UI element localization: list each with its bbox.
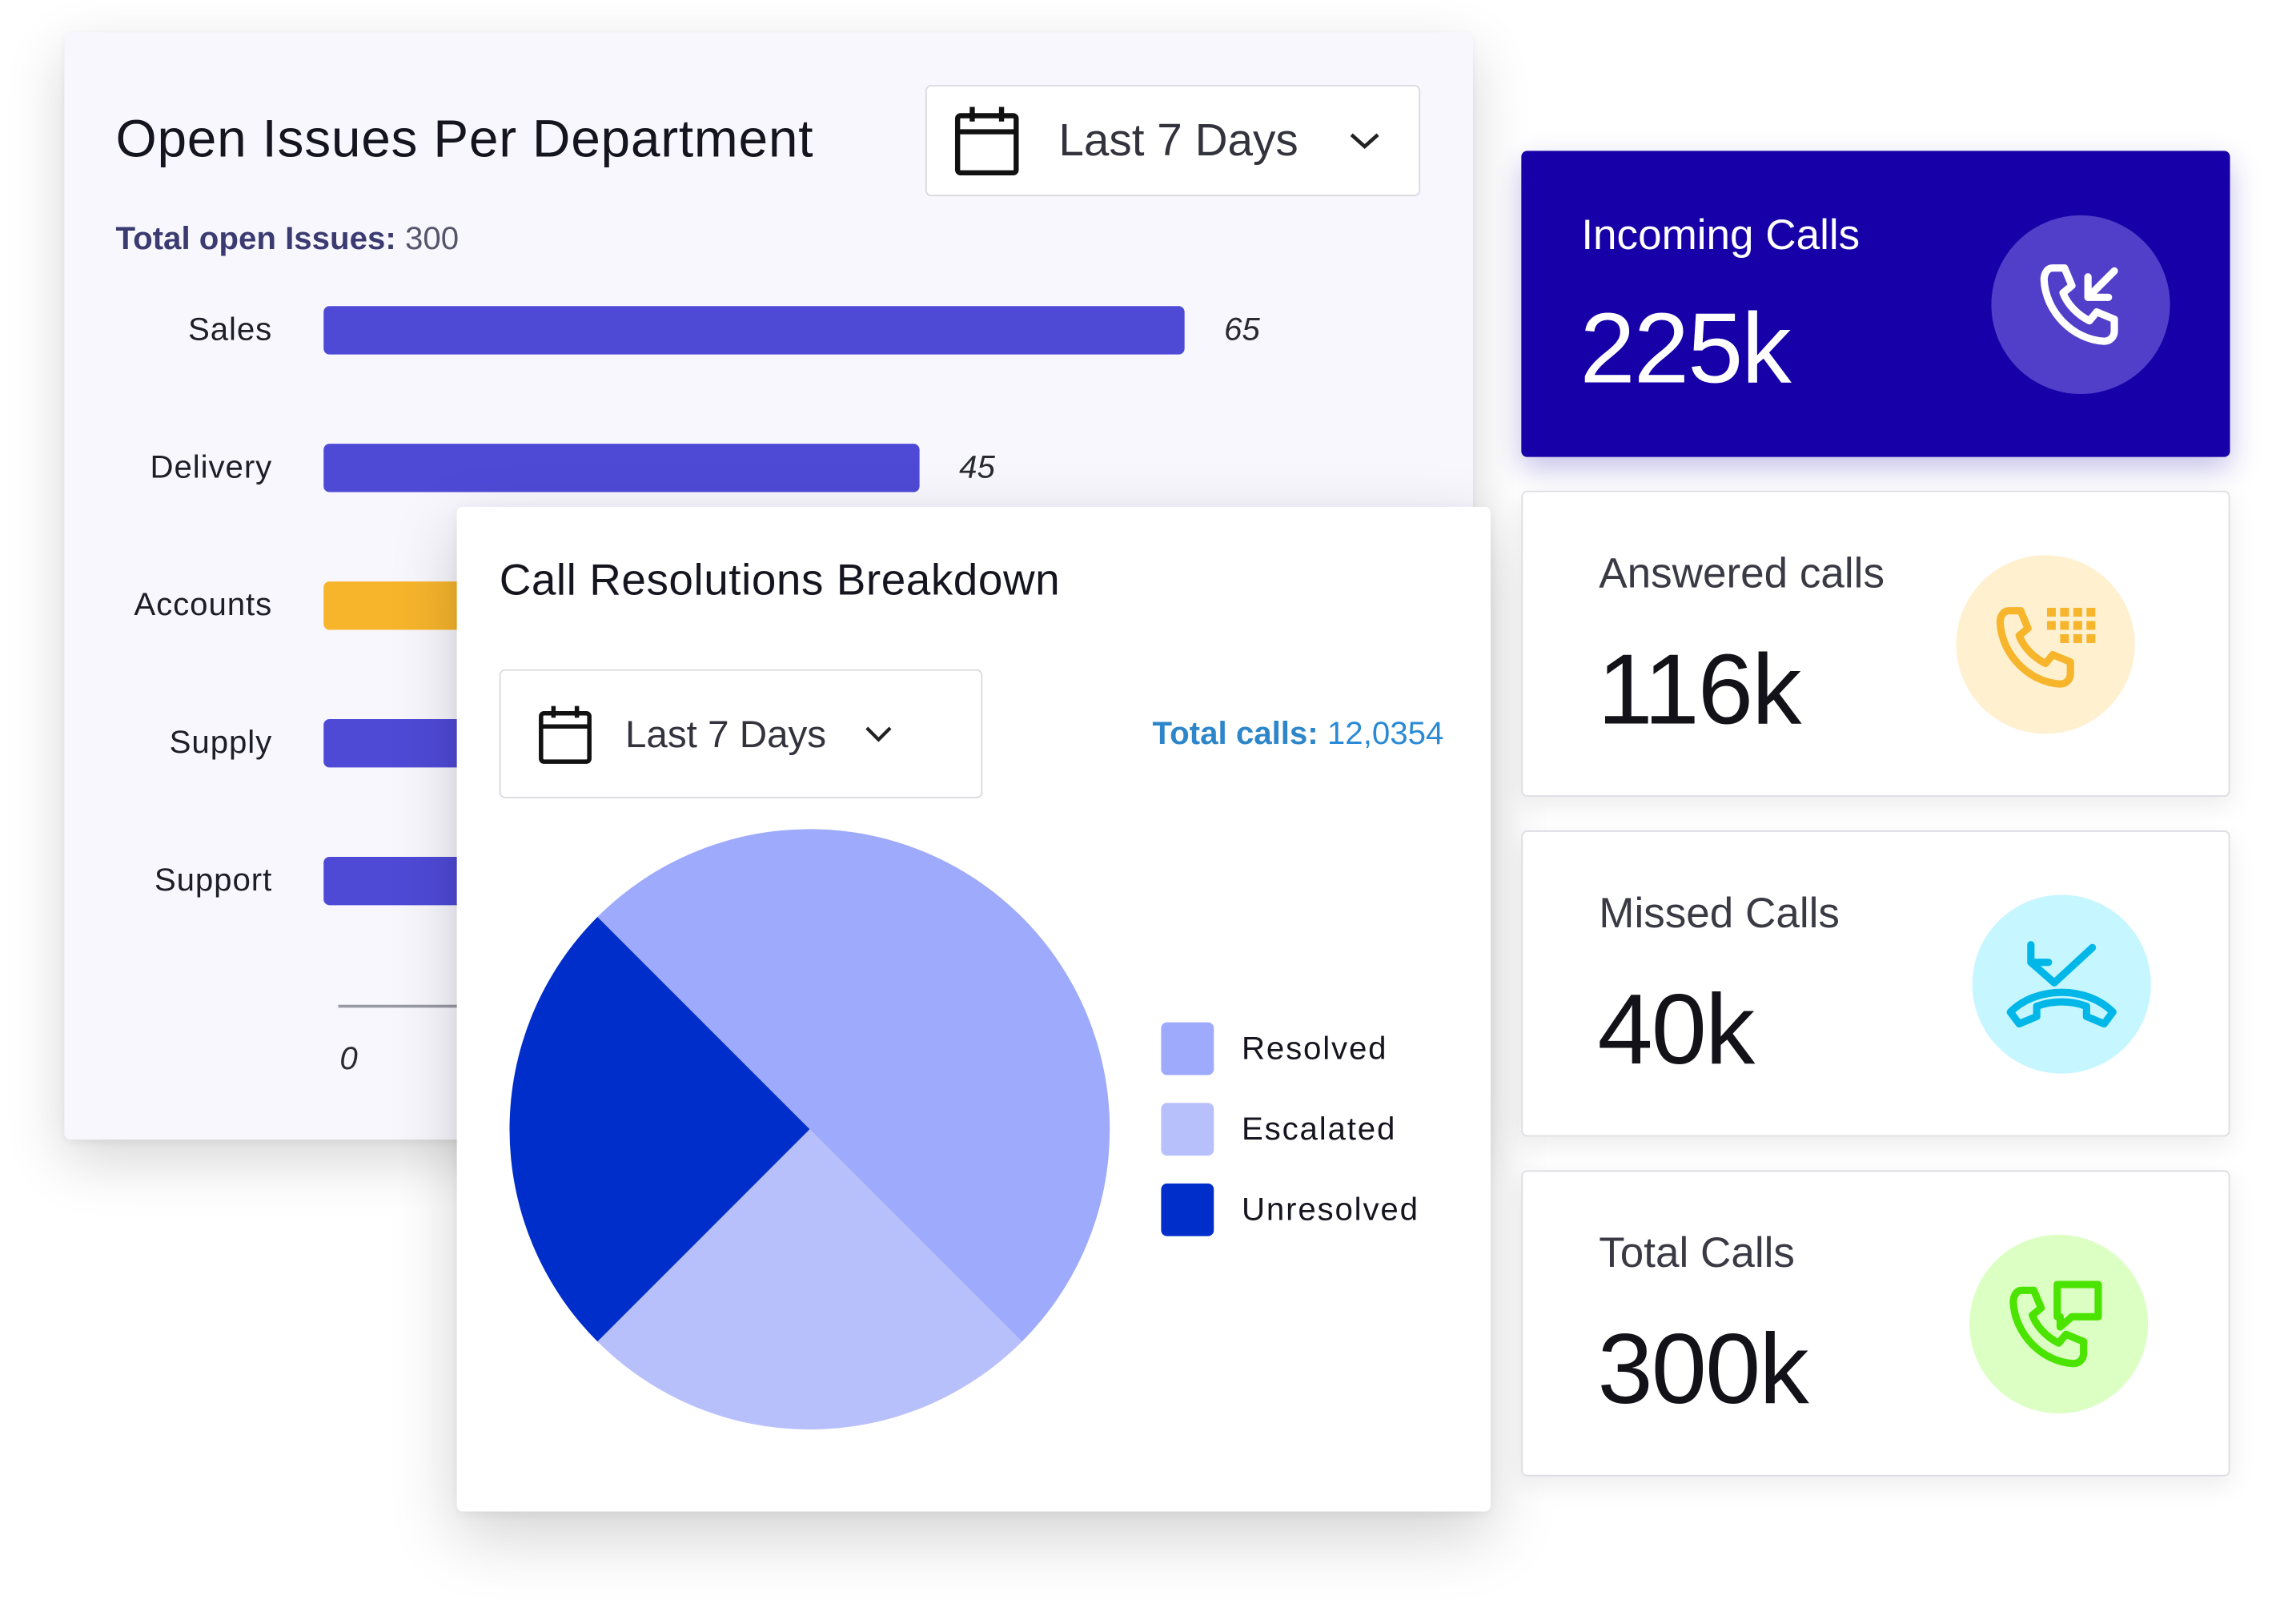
pie-date-filter[interactable]: Last 7 Days xyxy=(499,669,983,798)
legend-swatch-unresolved xyxy=(1161,1183,1214,1236)
pie-slice-escalated[interactable] xyxy=(597,1129,1022,1430)
phone-message-icon xyxy=(1969,1234,2149,1413)
chevron-down-icon xyxy=(865,726,893,742)
answered-calls-value: 116k xyxy=(1597,633,1801,746)
total-calls-label: Total calls: xyxy=(1152,714,1319,752)
bar-value-delivery: 45 xyxy=(959,448,995,485)
call-resolutions-pie-chart xyxy=(509,829,1110,1430)
pie-slice-unresolved[interactable] xyxy=(509,917,810,1342)
issues-card-title: Open Issues Per Department xyxy=(115,108,814,169)
pie-slice-resolved[interactable] xyxy=(597,829,1110,1342)
legend-swatch-escalated xyxy=(1161,1103,1214,1156)
calendar-icon xyxy=(954,107,1019,176)
calendar-icon xyxy=(539,706,592,764)
call-resolutions-card: Call Resolutions Breakdown Last 7 Days T… xyxy=(456,506,1491,1512)
incoming-calls-label: Incoming Calls xyxy=(1581,212,1860,259)
total-calls-card-label: Total Calls xyxy=(1599,1230,1795,1277)
pie-date-filter-label: Last 7 Days xyxy=(624,710,827,755)
incoming-calls-value: 225k xyxy=(1580,292,1791,404)
total-calls-value: 12,0354 xyxy=(1327,714,1444,752)
total-calls-card-value: 300k xyxy=(1597,1313,1808,1425)
answered-calls-card[interactable]: Answered calls 116k xyxy=(1521,490,2230,797)
x-axis-tick-0: 0 xyxy=(339,1039,358,1077)
legend-item-resolved[interactable]: Resolved xyxy=(1161,1022,1388,1075)
bar-value-sales: 65 xyxy=(1224,310,1260,348)
bar-sales[interactable] xyxy=(323,306,1185,355)
missed-calls-value: 40k xyxy=(1597,974,1755,1086)
phone-keypad-icon xyxy=(1956,555,2135,734)
bar-label-sales: Sales xyxy=(187,310,273,348)
missed-calls-label: Missed Calls xyxy=(1599,890,1840,938)
bar-label-supply: Supply xyxy=(169,723,273,761)
total-calls-card[interactable]: Total Calls 300k xyxy=(1521,1170,2230,1477)
legend-swatch-resolved xyxy=(1161,1022,1214,1075)
total-calls: Total calls: 12,0354 xyxy=(1153,715,1444,754)
issues-date-filter-label: Last 7 Days xyxy=(1058,114,1299,166)
legend-label-resolved: Resolved xyxy=(1241,1029,1388,1067)
bar-label-support: Support xyxy=(154,861,273,898)
legend-label-unresolved: Unresolved xyxy=(1241,1190,1419,1228)
legend-item-escalated[interactable]: Escalated xyxy=(1161,1103,1396,1156)
missed-calls-card[interactable]: Missed Calls 40k xyxy=(1521,830,2230,1137)
incoming-call-icon xyxy=(1991,215,2170,395)
bar-label-delivery: Delivery xyxy=(150,448,273,485)
issues-total-value: 300 xyxy=(404,219,460,257)
issues-total-label: Total open Issues: xyxy=(115,219,396,257)
pie-card-title: Call Resolutions Breakdown xyxy=(499,557,1061,605)
answered-calls-label: Answered calls xyxy=(1599,550,1885,598)
incoming-calls-card[interactable]: Incoming Calls 225k xyxy=(1521,151,2230,457)
bar-label-accounts: Accounts xyxy=(134,585,273,623)
issues-total: Total open Issues: 300 xyxy=(115,219,459,258)
chevron-down-icon xyxy=(1350,133,1379,149)
legend-label-escalated: Escalated xyxy=(1241,1110,1397,1148)
legend-item-unresolved[interactable]: Unresolved xyxy=(1161,1183,1419,1236)
issues-date-filter[interactable]: Last 7 Days xyxy=(925,85,1421,197)
missed-call-icon xyxy=(1972,894,2151,1074)
bar-delivery[interactable] xyxy=(323,444,920,492)
